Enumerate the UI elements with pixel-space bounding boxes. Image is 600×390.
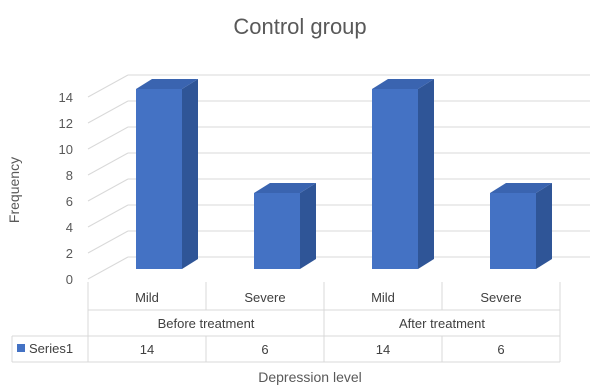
y-tick-label: 12 [59, 116, 73, 131]
bar-side [418, 79, 434, 269]
series-name: Series1 [29, 341, 73, 356]
chart-title: Control group [233, 14, 366, 39]
x-category-label: Mild [135, 290, 159, 305]
gridline-diag [87, 204, 129, 228]
x-axis-title: Depression level [258, 369, 362, 385]
bar-top [254, 183, 316, 193]
bar-front [254, 193, 300, 269]
data-table-value: 6 [497, 342, 504, 357]
bar-top [136, 79, 198, 89]
gridlines [87, 74, 590, 280]
y-tick-label: 8 [66, 168, 73, 183]
y-tick-label: 0 [66, 272, 73, 287]
data-table: Mild 14 Severe 6 Mild 14 Severe 6 Before treatme… [11, 282, 561, 363]
gridline-diag [87, 126, 129, 150]
x-category-label: Mild [371, 290, 395, 305]
y-tick-label: 4 [66, 220, 73, 235]
bar [372, 79, 434, 269]
bar [136, 79, 198, 269]
data-table-value: 6 [261, 342, 268, 357]
gridline-diag [87, 178, 129, 202]
bar-side [536, 183, 552, 269]
x-category-label: Severe [480, 290, 521, 305]
bar-front [136, 89, 182, 269]
y-tick-label: 14 [59, 90, 73, 105]
x-group-label: Before treatment [158, 316, 255, 331]
data-table-value: 14 [376, 342, 390, 357]
bar-front [490, 193, 536, 269]
bar [254, 183, 316, 269]
y-tick-label: 6 [66, 194, 73, 209]
bars [136, 79, 552, 269]
bar [490, 183, 552, 269]
bar-top [490, 183, 552, 193]
x-category-label: Severe [244, 290, 285, 305]
bar-side [182, 79, 198, 269]
data-table-value: 14 [140, 342, 154, 357]
x-group-label: After treatment [399, 316, 485, 331]
gridline-diag [87, 74, 129, 98]
y-tick-label: 2 [66, 246, 73, 261]
gridline-diag [87, 256, 129, 280]
bar-front [372, 89, 418, 269]
gridline-diag [87, 100, 129, 124]
y-tick-label: 10 [59, 142, 73, 157]
bar-top [372, 79, 434, 89]
bar-side [300, 183, 316, 269]
gridline-diag [87, 230, 129, 254]
legend-key [17, 344, 25, 352]
y-axis-title: Frequency [6, 157, 22, 223]
y-axis-ticks: 0 2 4 6 8 10 12 14 [59, 90, 73, 287]
gridline-diag [87, 152, 129, 176]
